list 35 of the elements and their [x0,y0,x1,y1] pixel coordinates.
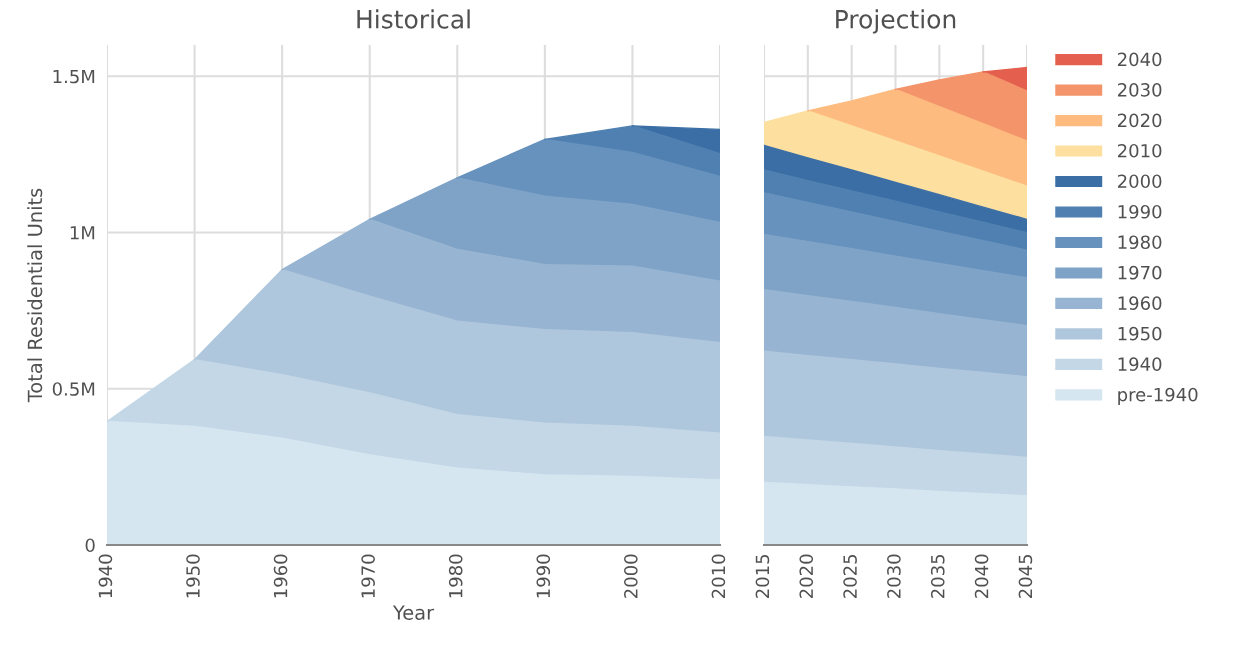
x-tick-label: 1960 [273,554,288,598]
legend-label: 2030 [1117,83,1162,97]
legend-label: 1970 [1118,265,1162,280]
x-tick-label: 2040 [974,554,989,598]
y-tick-label: 0.5M [52,382,95,396]
x-tick-label: 2035 [930,554,945,598]
chart-title: Projection [836,9,956,34]
x-tick-label: 2045 [1018,554,1033,598]
x-tick-label: 2030 [887,554,901,598]
x-tick-label: 1970 [361,554,375,598]
x-tick-label: 2015 [755,554,770,598]
y-tick-label: 1.5M [53,69,95,84]
x-tick-label: 1990 [536,554,551,598]
legend-label: 1940 [1118,357,1162,371]
legend-label: 2020 [1117,113,1162,128]
x-tick-label: 1980 [448,554,463,598]
y-axis-title: Total Residential Units [27,188,43,403]
x-tick-label: 2025 [843,554,857,598]
legend-label: 2040 [1117,52,1162,67]
legend-label: 2010 [1117,143,1162,158]
y-tick-label: 1M [70,226,95,240]
x-tick-label: 2010 [711,554,726,598]
y-tick-label: 0 [85,538,95,553]
legend-label: 1960 [1118,296,1162,310]
legend-label: 1980 [1118,235,1162,250]
chart-title: Historical [357,9,470,29]
legend-label: 1950 [1118,326,1162,341]
x-tick-label: 1950 [186,554,200,598]
legend-label: 2000 [1117,174,1162,189]
legend-label: pre-1940 [1118,387,1198,405]
x-tick-label: 1940 [98,554,113,598]
x-tick-label: 2020 [799,554,814,598]
legend-label: 1990 [1118,204,1162,219]
x-axis-title: Year [392,605,435,620]
x-tick-label: 2000 [624,554,638,598]
